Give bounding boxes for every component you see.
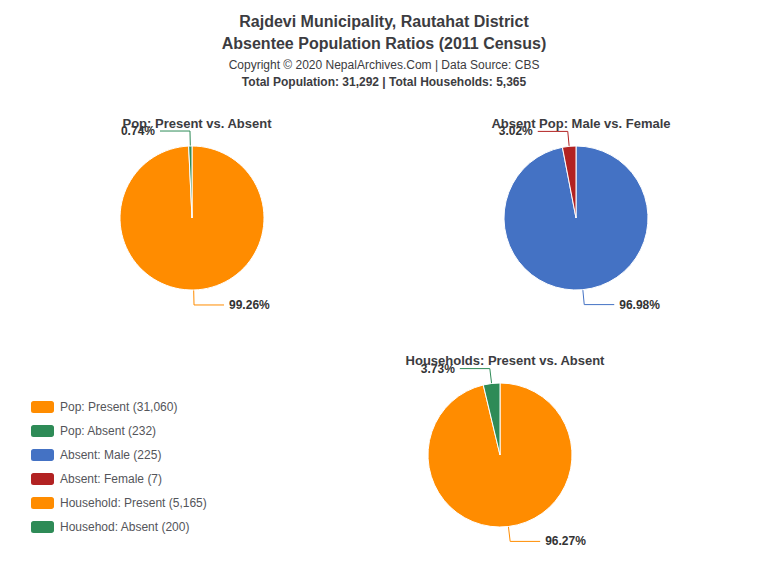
svg-text:Absent: Male (225): Absent: Male (225) [60, 448, 161, 462]
svg-text:Pop: Present (31,060): Pop: Present (31,060) [60, 400, 177, 414]
svg-text:Copyright © 2020 NepalArchives: Copyright © 2020 NepalArchives.Com | Dat… [229, 58, 540, 72]
svg-text:Household: Present (5,165): Household: Present (5,165) [60, 496, 207, 510]
svg-text:3.73%: 3.73% [420, 361, 455, 376]
svg-text:96.27%: 96.27% [545, 534, 586, 548]
svg-text:Pop: Present vs. Absent: Pop: Present vs. Absent [122, 116, 272, 131]
svg-text:Rajdevi Municipality, Rautahat: Rajdevi Municipality, Rautahat District [239, 13, 529, 30]
svg-text:Households: Present vs. Absent: Households: Present vs. Absent [406, 353, 606, 368]
svg-text:Total Population: 31,292 | Tot: Total Population: 31,292 | Total Househo… [242, 75, 527, 89]
svg-text:Pop: Absent (232): Pop: Absent (232) [60, 424, 156, 438]
svg-text:Absentee Population Ratios (20: Absentee Population Ratios (2011 Census) [222, 35, 547, 52]
svg-text:99.26%: 99.26% [229, 298, 270, 312]
svg-text:Househod: Absent (200): Househod: Absent (200) [60, 520, 189, 534]
svg-text:Absent: Female (7): Absent: Female (7) [60, 472, 162, 486]
svg-text:96.98%: 96.98% [619, 298, 660, 312]
svg-text:Absent Pop: Male vs. Female: Absent Pop: Male vs. Female [491, 116, 670, 131]
svg-text:0.74%: 0.74% [120, 124, 155, 138]
svg-text:3.02%: 3.02% [498, 124, 533, 139]
